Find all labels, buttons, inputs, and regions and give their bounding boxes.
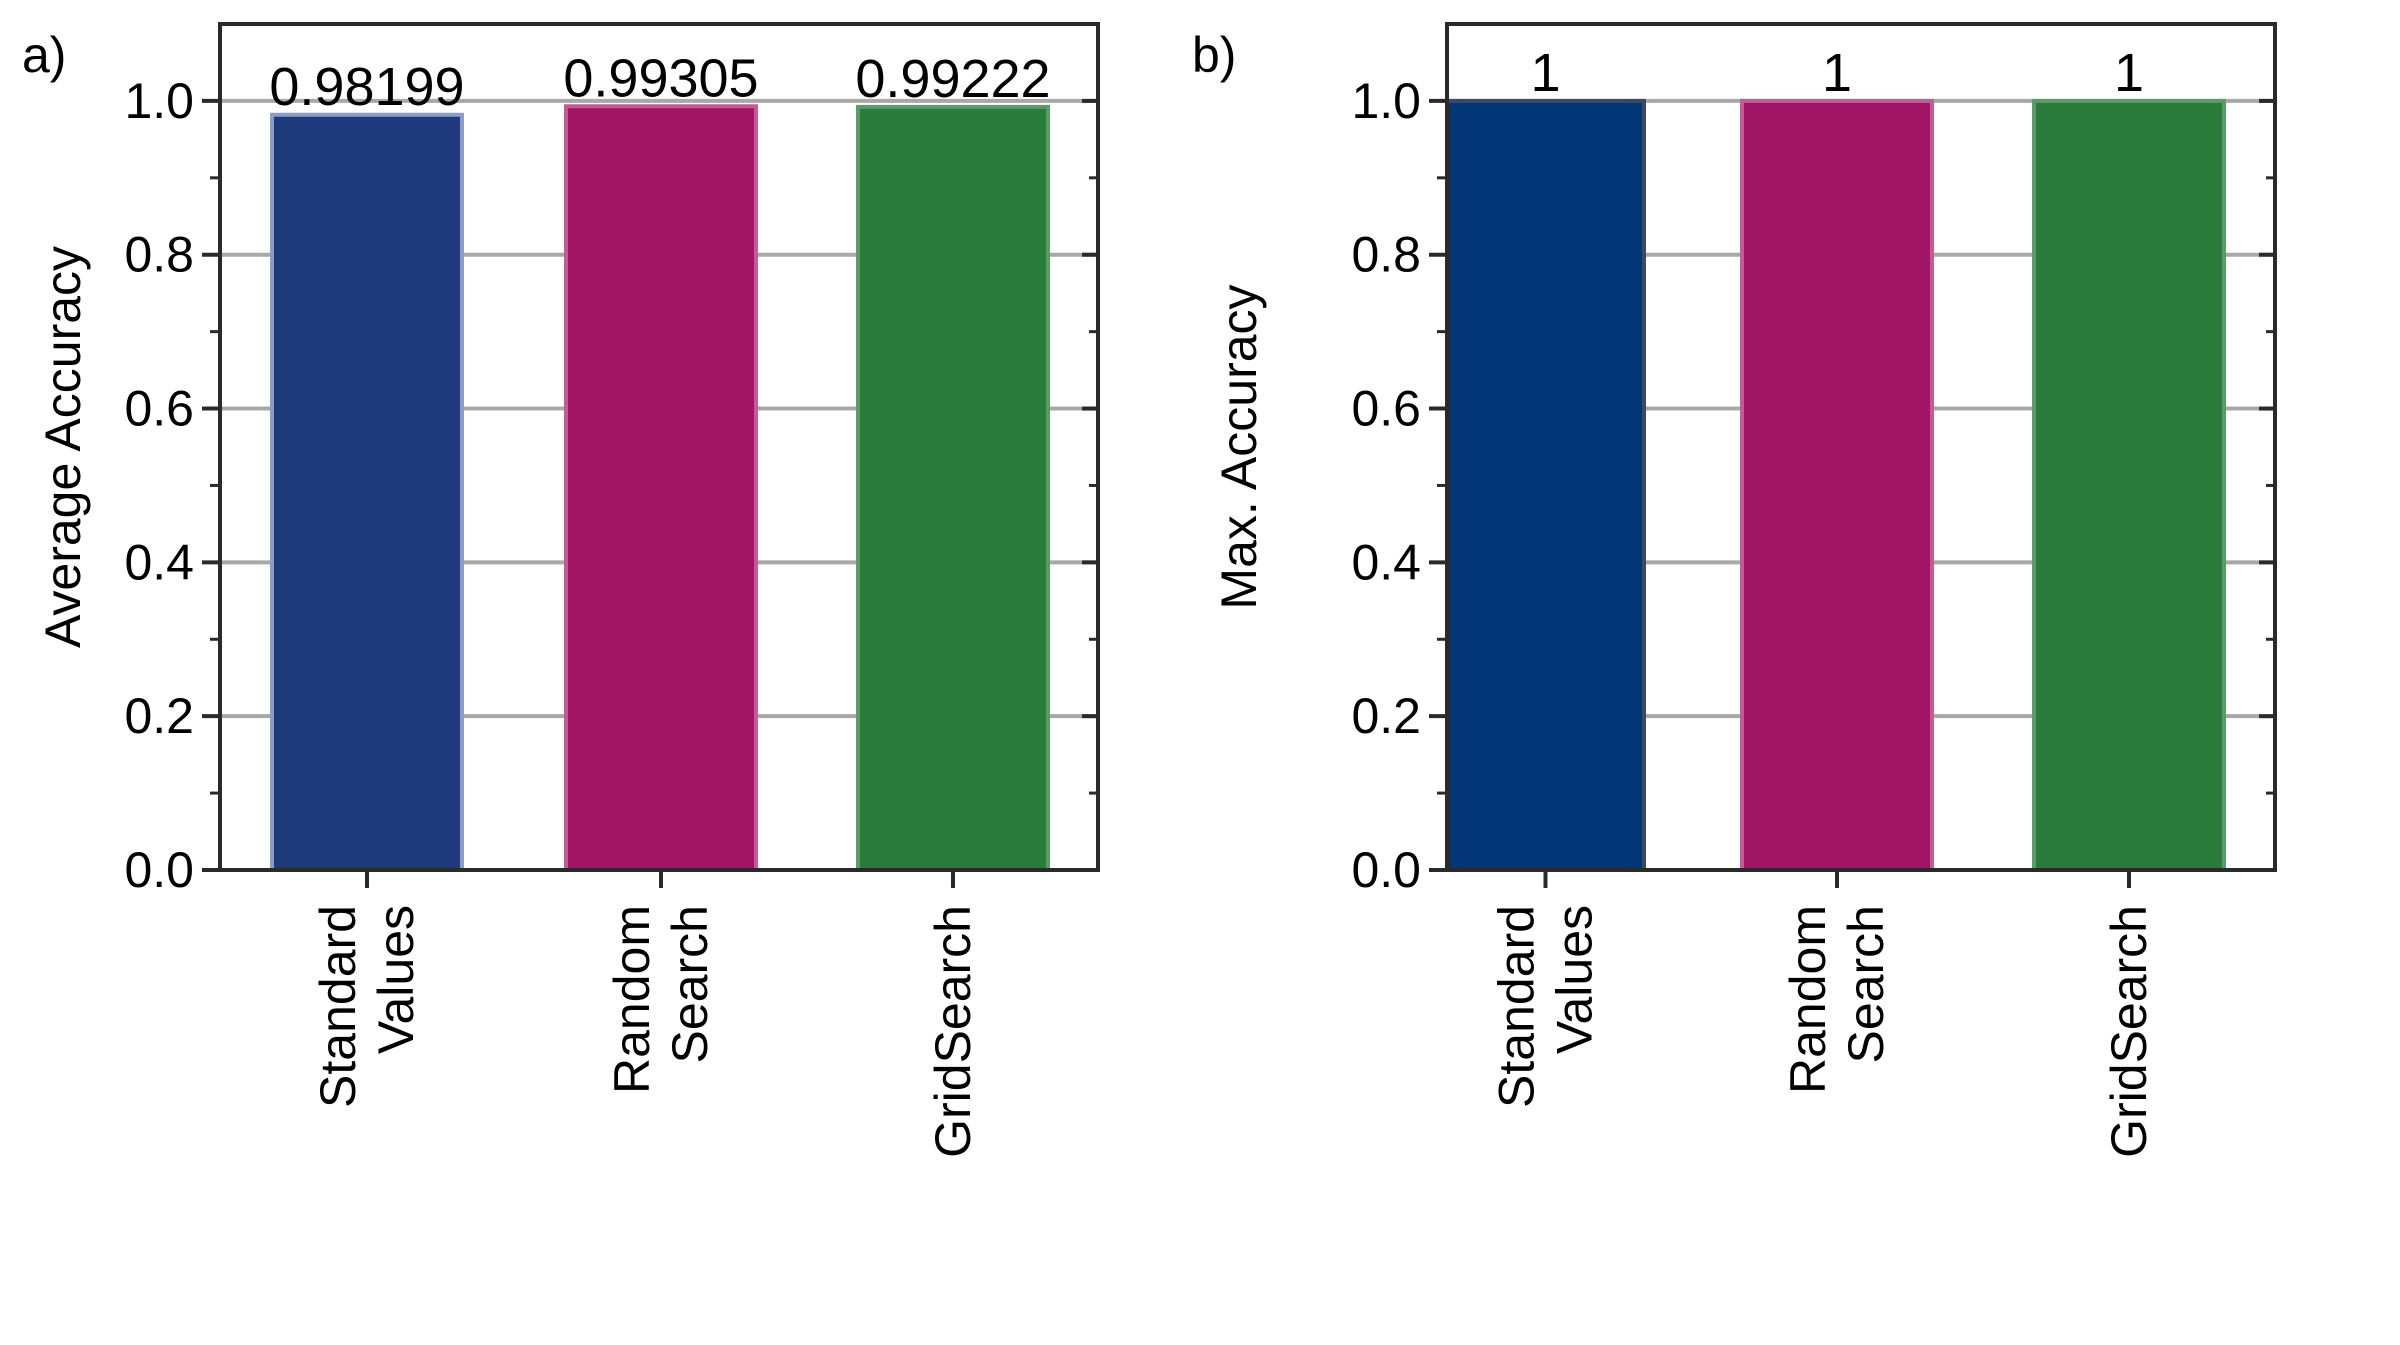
category-label: GridSearch (2101, 905, 2157, 1158)
category-label-line: Search (1838, 905, 1894, 1063)
category-label: RandomSearch (604, 905, 718, 1094)
y-tick-label: 0.8 (1351, 227, 1421, 283)
category-label-line: GridSearch (925, 905, 981, 1158)
bar (2032, 98, 2226, 872)
category-label-line: Values (368, 905, 424, 1054)
y-tick-label: 1.0 (124, 73, 194, 129)
panel-letter: b) (1192, 27, 1236, 83)
category-label: StandardValues (1489, 905, 1603, 1108)
category-label-line: Standard (310, 905, 366, 1108)
y-tick-label: 0.0 (124, 842, 194, 898)
category-label-line: Standard (1489, 905, 1545, 1108)
data-label: 0.98199 (269, 57, 464, 117)
bar (564, 104, 758, 872)
data-label: 1 (2114, 43, 2144, 103)
category-label-line: GridSearch (2101, 905, 2157, 1158)
bar (1445, 98, 1646, 872)
y-tick-label: 0.2 (124, 688, 194, 744)
y-axis-title: Average Accuracy (35, 246, 91, 648)
category-label-line: Random (1780, 905, 1836, 1094)
bar (856, 104, 1050, 872)
y-tick-label: 0.8 (124, 227, 194, 283)
y-tick-label: 0.6 (124, 381, 194, 437)
y-tick-label: 0.4 (1351, 534, 1421, 590)
data-label: 0.99222 (855, 49, 1050, 109)
panel-b: b) 0.0 0.2 0.4 0.6 0.8 1.0 Max. Accuracy 1 Standa… (1192, 22, 2277, 1158)
category-label-line: Random (604, 905, 660, 1094)
y-axis-title: Max. Accuracy (1211, 284, 1267, 609)
plot-frame (1445, 22, 2277, 872)
y-tick-label: 0.2 (1351, 688, 1421, 744)
y-tick-label: 0.0 (1351, 842, 1421, 898)
category-label: StandardValues (310, 905, 424, 1108)
category-label: GridSearch (925, 905, 981, 1158)
category-label-line: Values (1547, 905, 1603, 1054)
bar (1740, 98, 1934, 872)
category-label: RandomSearch (1780, 905, 1894, 1094)
data-label: 1 (1530, 43, 1560, 103)
category-label-line: Search (662, 905, 718, 1063)
panel-a: a) 0.0 0.2 0.4 0.6 0.8 1.0 Average Accuracy 0.98… (22, 22, 1100, 1158)
y-tick-label: 0.6 (1351, 381, 1421, 437)
y-tick-label: 1.0 (1351, 73, 1421, 129)
panel-letter: a) (22, 27, 66, 83)
y-tick-label: 0.4 (124, 534, 194, 590)
data-label: 0.99305 (563, 48, 758, 108)
data-label: 1 (1822, 43, 1852, 103)
bar (270, 112, 464, 872)
